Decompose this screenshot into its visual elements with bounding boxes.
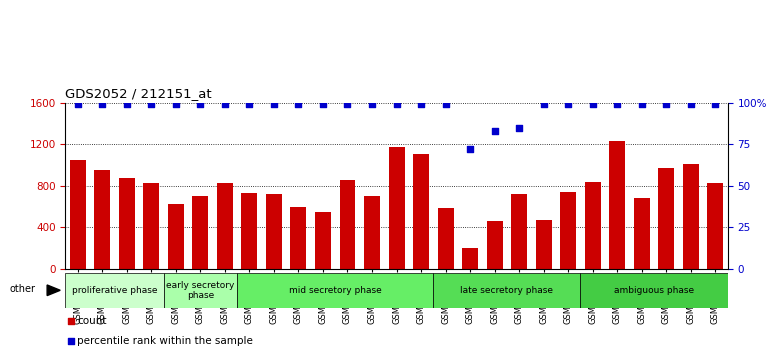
Bar xyxy=(143,183,159,269)
Bar xyxy=(658,168,675,269)
Text: late secretory phase: late secretory phase xyxy=(460,286,554,295)
Point xyxy=(366,102,378,107)
Bar xyxy=(290,207,306,269)
Bar xyxy=(634,198,650,269)
Bar xyxy=(163,273,237,308)
Point xyxy=(65,338,77,344)
Point xyxy=(121,102,133,107)
Point xyxy=(145,102,157,107)
Bar xyxy=(434,273,581,308)
Text: count: count xyxy=(77,316,107,326)
Point xyxy=(709,102,721,107)
Bar xyxy=(364,196,380,269)
Bar xyxy=(217,183,233,269)
Point xyxy=(268,102,280,107)
Bar xyxy=(242,193,257,269)
Point xyxy=(636,102,648,107)
Point xyxy=(513,125,525,131)
Bar xyxy=(65,273,163,308)
Bar xyxy=(70,160,85,269)
Point xyxy=(488,128,500,134)
Bar xyxy=(315,212,331,269)
Point xyxy=(660,102,672,107)
Text: percentile rank within the sample: percentile rank within the sample xyxy=(77,336,253,346)
Point xyxy=(464,147,477,152)
Bar xyxy=(708,183,723,269)
Bar xyxy=(237,273,434,308)
Point xyxy=(96,102,109,107)
Text: GDS2052 / 212151_at: GDS2052 / 212151_at xyxy=(65,87,212,100)
Bar xyxy=(168,204,184,269)
Point xyxy=(219,102,231,107)
Bar xyxy=(389,147,404,269)
Point xyxy=(562,102,574,107)
Point xyxy=(537,102,550,107)
Polygon shape xyxy=(47,285,60,296)
Point xyxy=(72,102,84,107)
Bar xyxy=(340,179,356,269)
Bar xyxy=(609,141,625,269)
Point xyxy=(587,102,599,107)
Bar xyxy=(266,194,282,269)
Bar xyxy=(437,208,454,269)
Point xyxy=(243,102,256,107)
Bar xyxy=(413,154,429,269)
Bar xyxy=(192,196,209,269)
Point xyxy=(65,318,77,324)
Bar xyxy=(581,273,728,308)
Bar xyxy=(683,164,699,269)
Text: other: other xyxy=(10,284,36,293)
Bar xyxy=(462,248,478,269)
Point xyxy=(390,102,403,107)
Bar xyxy=(487,221,503,269)
Point xyxy=(341,102,353,107)
Point xyxy=(293,102,305,107)
Point xyxy=(611,102,624,107)
Text: ambiguous phase: ambiguous phase xyxy=(614,286,694,295)
Bar xyxy=(119,178,135,269)
Bar xyxy=(94,170,110,269)
Point xyxy=(685,102,697,107)
Point xyxy=(169,102,182,107)
Point xyxy=(440,102,452,107)
Point xyxy=(194,102,206,107)
Bar xyxy=(584,182,601,269)
Text: proliferative phase: proliferative phase xyxy=(72,286,157,295)
Bar xyxy=(511,194,527,269)
Point xyxy=(415,102,427,107)
Bar xyxy=(561,192,576,269)
Bar xyxy=(536,220,551,269)
Text: early secretory
phase: early secretory phase xyxy=(166,281,235,300)
Point xyxy=(316,102,329,107)
Text: mid secretory phase: mid secretory phase xyxy=(289,286,382,295)
